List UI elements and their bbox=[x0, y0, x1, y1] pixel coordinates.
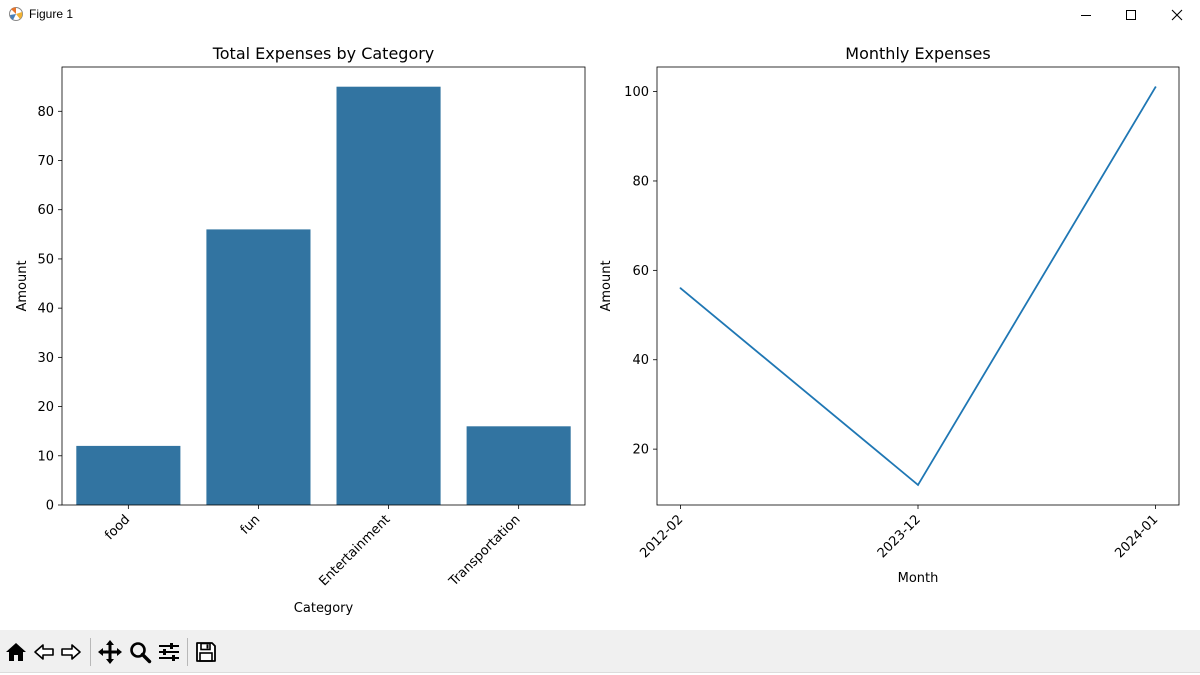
y-tick-label: 70 bbox=[37, 154, 54, 169]
y-tick-label: 60 bbox=[37, 203, 54, 218]
bar-food bbox=[76, 445, 181, 505]
y-tick-label: 80 bbox=[37, 105, 54, 120]
bar-transportation bbox=[466, 426, 571, 505]
toolbar-separator bbox=[90, 638, 91, 666]
axes-frame bbox=[656, 66, 1180, 506]
bar-fun bbox=[206, 229, 311, 505]
x-tick-label: fun bbox=[238, 512, 264, 538]
minimize-button[interactable] bbox=[1063, 0, 1109, 30]
arrow-left-icon bbox=[34, 644, 54, 660]
y-tick-label: 50 bbox=[37, 252, 54, 267]
x-tick-label: 2012-02 bbox=[637, 512, 686, 561]
back-button[interactable] bbox=[31, 639, 57, 665]
close-icon bbox=[1171, 9, 1183, 21]
sliders-icon bbox=[159, 643, 179, 661]
magnifier-icon bbox=[130, 642, 152, 664]
x-axis-label: Category bbox=[294, 601, 354, 616]
x-tick-label: 2024-01 bbox=[1112, 512, 1161, 561]
line-point bbox=[917, 484, 919, 486]
zoom-button[interactable] bbox=[127, 639, 153, 665]
monthly-expenses-line bbox=[679, 86, 1157, 487]
matplotlib-icon bbox=[8, 6, 24, 22]
figure-svg: food fun Entertainment Transportation 0 10 20 3… bbox=[15, 44, 1180, 616]
y-tick-label: 100 bbox=[624, 85, 649, 100]
x-tick-label: Transportation bbox=[446, 512, 524, 590]
arrow-right-icon bbox=[61, 644, 81, 660]
forward-button[interactable] bbox=[58, 639, 84, 665]
maximize-button[interactable] bbox=[1108, 0, 1154, 30]
configure-subplots-button[interactable] bbox=[156, 639, 182, 665]
window-title: Figure 1 bbox=[29, 7, 74, 21]
chart-title: Total Expenses by Category bbox=[212, 44, 435, 63]
toolbar-separator bbox=[187, 638, 188, 666]
move-icon bbox=[98, 640, 122, 664]
y-tick-label: 40 bbox=[632, 353, 649, 368]
minimize-icon bbox=[1081, 15, 1091, 16]
chart-title: Monthly Expenses bbox=[845, 44, 990, 63]
y-tick-label: 80 bbox=[632, 174, 649, 189]
status-bar bbox=[0, 672, 1200, 675]
x-axis-label: Month bbox=[898, 571, 939, 586]
y-tick-label: 40 bbox=[37, 302, 54, 317]
maximize-icon bbox=[1126, 10, 1136, 20]
y-tick-label: 10 bbox=[37, 449, 54, 464]
floppy-icon bbox=[196, 642, 216, 662]
x-tick-label: food bbox=[102, 512, 133, 543]
save-button[interactable] bbox=[193, 639, 219, 665]
line-point bbox=[679, 287, 682, 290]
x-tick-label: 2023-12 bbox=[875, 512, 924, 561]
y-axis-label: Amount bbox=[15, 260, 30, 311]
y-tick-label: 20 bbox=[37, 400, 54, 415]
bar-entertainment bbox=[336, 86, 441, 505]
close-button[interactable] bbox=[1154, 0, 1200, 30]
y-axis-label: Amount bbox=[599, 260, 614, 311]
axes-frame bbox=[61, 66, 586, 506]
figure-canvas[interactable]: food fun Entertainment Transportation 0 10 20 3… bbox=[0, 30, 1200, 630]
navigation-toolbar bbox=[0, 630, 1200, 672]
y-tick-label: 60 bbox=[632, 264, 649, 279]
pan-button[interactable] bbox=[97, 639, 123, 665]
home-button[interactable] bbox=[3, 639, 29, 665]
window-titlebar: Figure 1 bbox=[0, 0, 1200, 30]
y-tick-label: 30 bbox=[37, 351, 54, 366]
home-icon bbox=[6, 643, 26, 661]
y-tick-label: 20 bbox=[632, 443, 649, 458]
y-tick-label: 0 bbox=[46, 499, 54, 514]
x-tick-label: Entertainment bbox=[316, 512, 393, 589]
line-point bbox=[1154, 86, 1157, 88]
